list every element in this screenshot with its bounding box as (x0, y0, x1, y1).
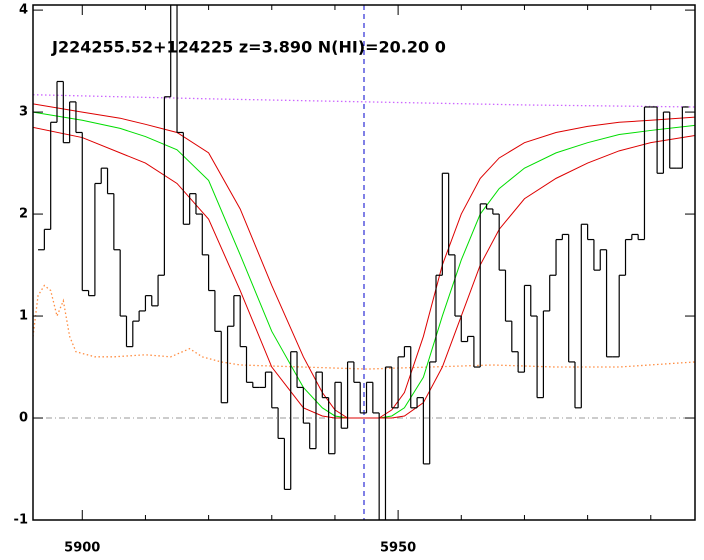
x-tick-label: 5950 (380, 541, 416, 556)
y-tick-label: 2 (19, 207, 28, 222)
plot-frame (32, 4, 696, 521)
model-line (33, 126, 695, 419)
y-tick-label: 0 (19, 411, 28, 426)
chart-title: J224255.52+124225 z=3.890 N(HI)=20.20 0 (51, 38, 446, 57)
y-tick-label: 3 (19, 105, 28, 120)
model-line (33, 94, 695, 108)
y-tick-label: 4 (19, 3, 28, 18)
y-tick-label: -1 (14, 513, 28, 528)
x-tick-label: 5900 (64, 541, 100, 556)
plot-area (33, 5, 695, 520)
y-tick-label: 1 (19, 309, 28, 324)
model-line (33, 284, 695, 370)
